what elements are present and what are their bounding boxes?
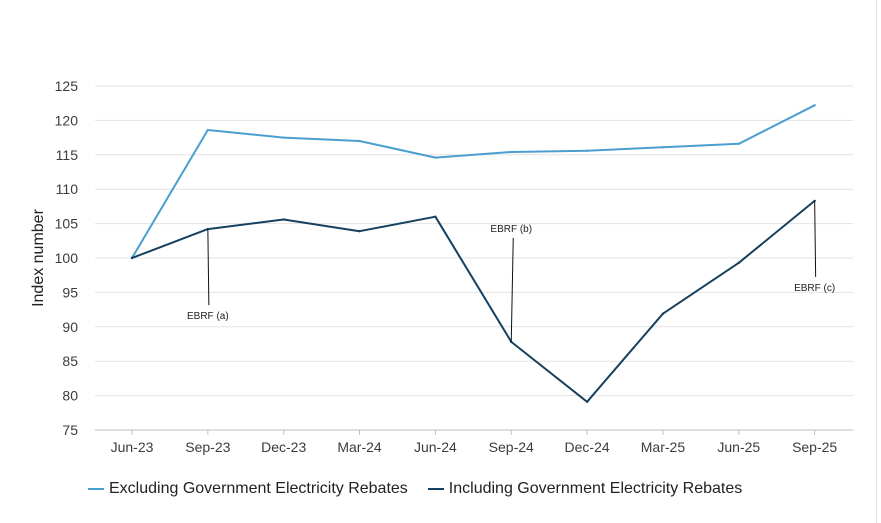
x-tick-label: Mar-24	[337, 439, 382, 455]
y-tick-label: 95	[62, 284, 78, 300]
series-line-0	[131, 104, 816, 259]
y-tick-label: 120	[55, 112, 79, 128]
annotation-label: EBRF (c)	[794, 283, 835, 294]
data-point	[434, 215, 437, 218]
data-point	[661, 146, 665, 149]
data-point	[206, 128, 210, 132]
legend: Excluding Government Electricity Rebates…	[88, 480, 762, 498]
y-tick-label: 75	[62, 422, 78, 438]
x-tick-label: Jun-25	[717, 439, 760, 455]
x-tick-label: Sep-25	[792, 439, 837, 455]
y-tick-label: 100	[55, 250, 79, 266]
y-tick-label: 115	[56, 147, 79, 163]
x-tick-label: Dec-24	[565, 439, 610, 455]
data-point	[358, 229, 361, 233]
y-axis-ticks: 75 80 85 90 95 100 105 110 115 120 125	[55, 78, 79, 438]
frame-divider	[876, 0, 877, 523]
legend-swatch-including	[427, 488, 444, 490]
y-tick-label: 90	[62, 319, 78, 335]
data-point	[585, 149, 589, 152]
data-point	[434, 156, 437, 159]
data-point	[510, 150, 513, 154]
legend-label-including: Including Government Electricity Rebates	[448, 480, 743, 497]
legend-swatch-excluding	[88, 488, 104, 490]
data-point	[358, 139, 361, 143]
legend-label-excluding: Excluding Government Electricity Rebates	[109, 480, 408, 497]
annotation-leader	[814, 200, 817, 277]
gridlines	[95, 85, 853, 397]
x-tick-label: Mar-25	[641, 439, 686, 455]
y-axis-label: Index number	[30, 208, 47, 307]
annotation-label: EBRF (b)	[490, 224, 532, 235]
data-point	[661, 312, 665, 315]
data-point	[737, 142, 740, 145]
annotation-leader	[207, 229, 210, 306]
x-tick-label: Jun-23	[111, 439, 154, 455]
data-point	[585, 400, 589, 403]
legend-item-including[interactable]: Including Government Electricity Rebates	[427, 480, 743, 498]
x-tick-label: Dec-23	[261, 439, 306, 455]
x-tick-label: Sep-24	[489, 439, 534, 455]
data-point	[130, 256, 134, 260]
x-axis-ticks: Jun-23 Sep-23 Dec-23 Mar-24 Jun-24 Sep-24 Dec-…	[111, 430, 837, 455]
series-lines	[130, 104, 816, 403]
x-tick-label: Jun-24	[414, 439, 457, 455]
y-tick-label: 110	[56, 181, 79, 197]
data-point	[813, 104, 816, 107]
y-tick-label: 80	[62, 388, 78, 404]
y-tick-label: 85	[62, 353, 78, 369]
x-tick-label: Sep-23	[185, 439, 230, 455]
y-tick-label: 125	[55, 78, 79, 94]
annotations: EBRF (a) EBRF (b) EBRF (c)	[187, 200, 835, 342]
legend-item-excluding[interactable]: Excluding Government Electricity Rebates	[88, 480, 408, 498]
series-line-1	[131, 200, 816, 403]
annotation-label: EBRF (a)	[187, 311, 229, 322]
data-point	[282, 136, 285, 139]
y-tick-label: 105	[55, 216, 79, 232]
annotation-leader	[510, 237, 514, 342]
data-point	[737, 261, 740, 265]
data-point	[282, 218, 285, 221]
